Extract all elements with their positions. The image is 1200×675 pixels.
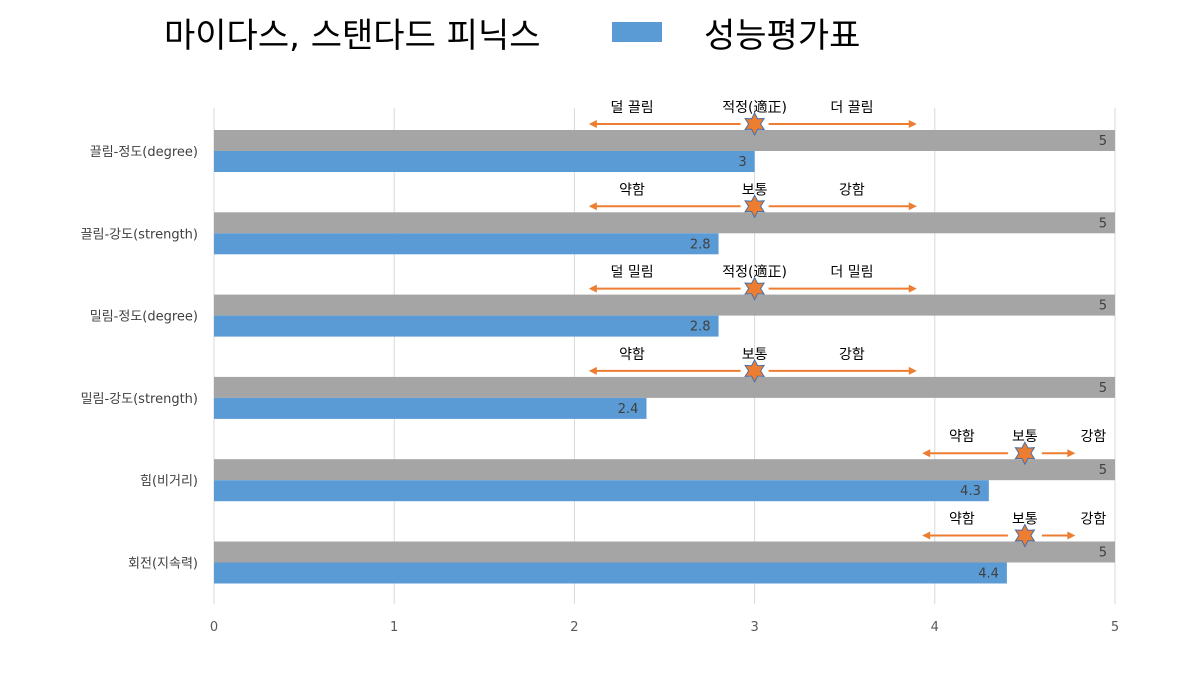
annotation-mid-3: 보통 <box>742 347 768 363</box>
bar-s0-3 <box>214 376 1115 398</box>
star-marker-0 <box>744 111 766 137</box>
bar-s0-4 <box>214 459 1115 481</box>
star-marker-4 <box>1014 441 1036 466</box>
annotation-mid-4: 보통 <box>1012 429 1038 445</box>
value-label-s0-3: 5 <box>1099 381 1107 396</box>
category-label-3: 밀림-강도(strength) <box>81 392 198 407</box>
value-label-s1-3: 2.4 <box>618 402 639 417</box>
value-label-s0-2: 5 <box>1099 299 1107 314</box>
x-tick-4: 4 <box>931 620 939 635</box>
category-label-2: 밀림-정도(degree) <box>90 310 198 325</box>
arrow-right-head-0 <box>908 120 917 128</box>
annotation-high-1: 강함 <box>839 182 865 198</box>
category-label-5: 회전(지속력) <box>128 557 198 572</box>
bar-s0-0 <box>214 130 1115 151</box>
annotation-mid-5: 보통 <box>1012 512 1038 528</box>
annotation-high-2: 더 밀림 <box>830 265 873 281</box>
axis-ticks: 0 1 2 3 4 5 <box>210 620 1119 635</box>
category-label-4: 힘(비거리) <box>140 474 198 489</box>
arrow-right-head-3 <box>908 366 917 375</box>
bar-s0-1 <box>214 212 1115 234</box>
annotation-low-2: 덜 밀림 <box>611 265 654 281</box>
annotation-high-5: 강함 <box>1080 512 1106 528</box>
bars-layer: 5 3 5 2.8 5 2.8 5 2.4 5 4.3 5 4.4 <box>214 130 1115 584</box>
star-marker-5 <box>1014 523 1036 548</box>
chart-title: 마이다스, 스탠다드 피닉스 <box>164 16 541 56</box>
arrow-left-head-3 <box>588 366 597 375</box>
bar-s1-1 <box>214 233 719 255</box>
bar-s1-2 <box>214 315 719 337</box>
x-tick-0: 0 <box>210 620 218 635</box>
arrow-right-head-1 <box>908 202 917 211</box>
arrow-left-head-5 <box>922 531 931 540</box>
arrow-right-head-4 <box>1067 449 1076 458</box>
legend-swatch <box>612 22 662 42</box>
arrow-left-head-1 <box>588 202 597 211</box>
arrow-left-head-2 <box>588 284 597 293</box>
star-marker-2 <box>744 276 766 301</box>
annotation-low-4: 약함 <box>949 429 975 445</box>
gridlines <box>213 108 1116 604</box>
value-label-s1-1: 2.8 <box>690 237 711 252</box>
bar-s1-0 <box>214 151 755 172</box>
bar-s0-5 <box>214 541 1115 563</box>
value-label-s0-1: 5 <box>1099 216 1107 231</box>
x-tick-5: 5 <box>1111 620 1119 635</box>
annotation-low-1: 약함 <box>619 182 645 198</box>
value-label-s0-5: 5 <box>1099 546 1107 561</box>
value-label-s1-0: 3 <box>738 155 746 170</box>
bar-s1-3 <box>214 397 647 419</box>
x-tick-1: 1 <box>390 620 398 635</box>
arrow-right-head-2 <box>908 284 917 293</box>
bar-s1-5 <box>214 562 1007 584</box>
bar-s1-4 <box>214 480 989 502</box>
category-label-0: 끌림-정도(degree) <box>90 145 198 160</box>
bar-s0-2 <box>214 294 1115 316</box>
value-label-s1-2: 2.8 <box>690 320 711 335</box>
value-label-s1-5: 4.4 <box>978 567 999 582</box>
annotation-mid-2: 적정(適正) <box>722 264 787 281</box>
category-label-1: 끌림-강도(strength) <box>81 227 198 242</box>
x-tick-2: 2 <box>570 620 578 635</box>
annotation-low-0: 덜 끌림 <box>611 100 654 116</box>
annotation-high-3: 강함 <box>839 347 865 363</box>
value-label-s1-4: 4.3 <box>960 484 981 499</box>
star-marker-1 <box>744 194 766 219</box>
annotation-low-3: 약함 <box>619 347 645 363</box>
value-label-s0-4: 5 <box>1099 463 1107 478</box>
arrow-right-head-5 <box>1067 531 1076 540</box>
annotation-mid-0: 적정(適正) <box>722 99 787 116</box>
star-marker-3 <box>744 358 766 383</box>
arrow-left-head-4 <box>922 449 931 458</box>
x-tick-3: 3 <box>750 620 758 635</box>
annotation-low-5: 약함 <box>949 512 975 528</box>
annotation-high-4: 강함 <box>1080 429 1106 445</box>
annotation-mid-1: 보통 <box>742 182 768 198</box>
value-label-s0-0: 5 <box>1099 134 1107 149</box>
arrow-left-head-0 <box>588 120 597 128</box>
category-labels: 끌림-정도(degree) 끌림-강도(strength) 밀림-정도(degree… <box>81 145 198 572</box>
annotation-high-0: 더 끌림 <box>830 100 873 116</box>
legend-label: 성능평가표 <box>704 16 860 56</box>
